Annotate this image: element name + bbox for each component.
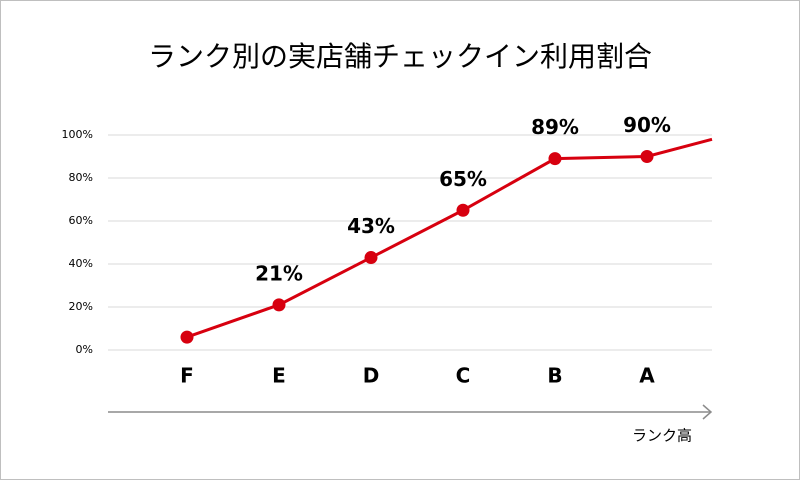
data-label: 90% [623, 113, 671, 137]
point [456, 203, 470, 217]
y-tick-label: 80% [69, 171, 93, 184]
y-tick-label: 60% [69, 214, 93, 227]
data-label: 65% [439, 167, 487, 191]
x-tick-label: F [180, 364, 194, 388]
x-tick-label: C [456, 364, 471, 388]
arrow-head [702, 404, 713, 420]
y-tick-label: 100% [62, 128, 93, 141]
data-label: 21% [255, 261, 303, 285]
y-tick-label: 0% [76, 343, 93, 356]
x-tick-label: B [547, 364, 562, 388]
point [364, 251, 378, 265]
x-tick-label: D [363, 364, 380, 388]
point [272, 298, 286, 312]
data-label: 43% [347, 214, 395, 238]
point [548, 152, 562, 166]
x-tick-label: A [639, 364, 655, 388]
chart-title: ランク別の実店舗チェックイン利用割合 [148, 40, 652, 73]
point [640, 150, 654, 163]
data-label: 89% [531, 115, 579, 139]
y-tick-label: 20% [69, 300, 93, 313]
x-axis-label: ランク高 [632, 427, 692, 445]
x-tick-label: E [272, 364, 286, 388]
y-tick-label: 40% [69, 257, 93, 270]
point [180, 330, 194, 344]
